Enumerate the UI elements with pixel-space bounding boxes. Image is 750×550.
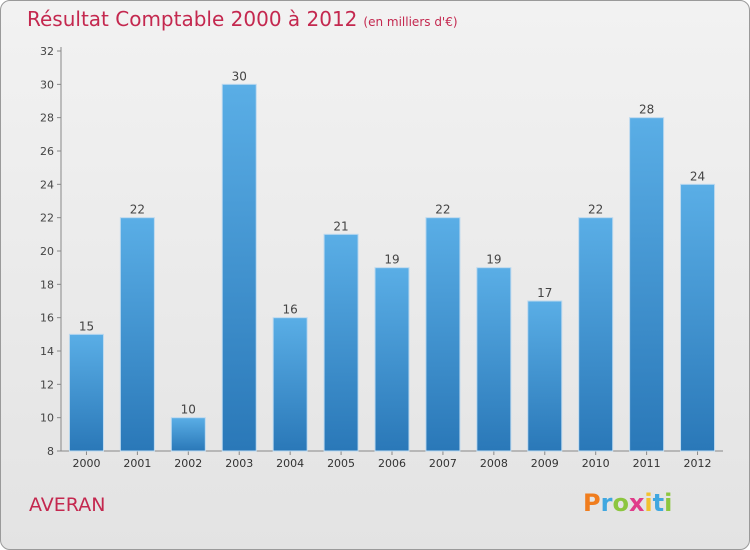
y-tick-label: 30	[40, 78, 54, 91]
logo-letter: o	[612, 489, 629, 517]
chart-subtitle: (en milliers d'€)	[363, 15, 458, 29]
bar	[629, 117, 665, 452]
y-tick-label: 26	[40, 145, 54, 158]
x-tick-label: 2011	[633, 457, 661, 470]
x-tick-label: 2006	[378, 457, 406, 470]
y-tick-label: 12	[40, 378, 54, 391]
y-tick-label: 20	[40, 245, 54, 258]
chart-title-block: Résultat Comptable 2000 à 2012 (en millie…	[27, 7, 458, 31]
bar	[221, 83, 257, 452]
y-tick-label: 14	[40, 345, 54, 358]
y-tick-label: 8	[47, 445, 54, 458]
x-tick-label: 2000	[72, 457, 100, 470]
y-tick-label: 10	[40, 412, 54, 425]
bar	[578, 217, 614, 452]
x-tick-label: 2009	[531, 457, 559, 470]
chart-title: Résultat Comptable 2000 à 2012	[27, 7, 358, 31]
logo-letter: i	[664, 489, 673, 517]
logo-letter: x	[628, 489, 645, 517]
data-label: 15	[79, 319, 94, 333]
x-tick-label: 2007	[429, 457, 457, 470]
data-label: 10	[181, 403, 196, 417]
data-label: 22	[130, 203, 145, 217]
data-label: 19	[384, 253, 399, 267]
data-label: 22	[435, 203, 450, 217]
logo-letter: t	[652, 489, 665, 517]
bar	[680, 183, 716, 452]
data-label: 22	[588, 203, 603, 217]
data-label: 16	[283, 303, 298, 317]
data-label: 24	[690, 169, 705, 183]
bar	[476, 267, 512, 452]
logo-letter: P	[583, 489, 601, 517]
data-label: 28	[639, 103, 654, 117]
x-tick-label: 2003	[225, 457, 253, 470]
bar	[425, 217, 461, 452]
x-tick-label: 2012	[684, 457, 712, 470]
bar	[170, 417, 206, 452]
x-tick-label: 2008	[480, 457, 508, 470]
x-tick-label: 2002	[174, 457, 202, 470]
y-tick-label: 28	[40, 112, 54, 125]
bar	[323, 233, 359, 452]
x-tick-label: 2004	[276, 457, 304, 470]
data-label: 17	[537, 286, 552, 300]
logo-letter: i	[644, 489, 653, 517]
y-tick-label: 16	[40, 312, 54, 325]
x-tick-label: 2001	[123, 457, 151, 470]
bar	[374, 267, 410, 452]
data-label: 30	[232, 69, 247, 83]
y-tick-label: 32	[40, 45, 54, 58]
bar	[272, 317, 308, 452]
logo-letter: r	[600, 489, 613, 517]
place-name: AVERAN	[29, 494, 106, 516]
y-tick-label: 24	[40, 178, 54, 191]
x-tick-label: 2005	[327, 457, 355, 470]
y-tick-label: 18	[40, 278, 54, 291]
x-tick-label: 2010	[582, 457, 610, 470]
bar	[119, 217, 155, 452]
bar	[68, 333, 104, 452]
proxiti-logo: Proxiti	[583, 489, 672, 517]
data-label: 19	[486, 253, 501, 267]
y-tick-label: 22	[40, 212, 54, 225]
bar	[527, 300, 563, 452]
data-label: 21	[333, 219, 348, 233]
